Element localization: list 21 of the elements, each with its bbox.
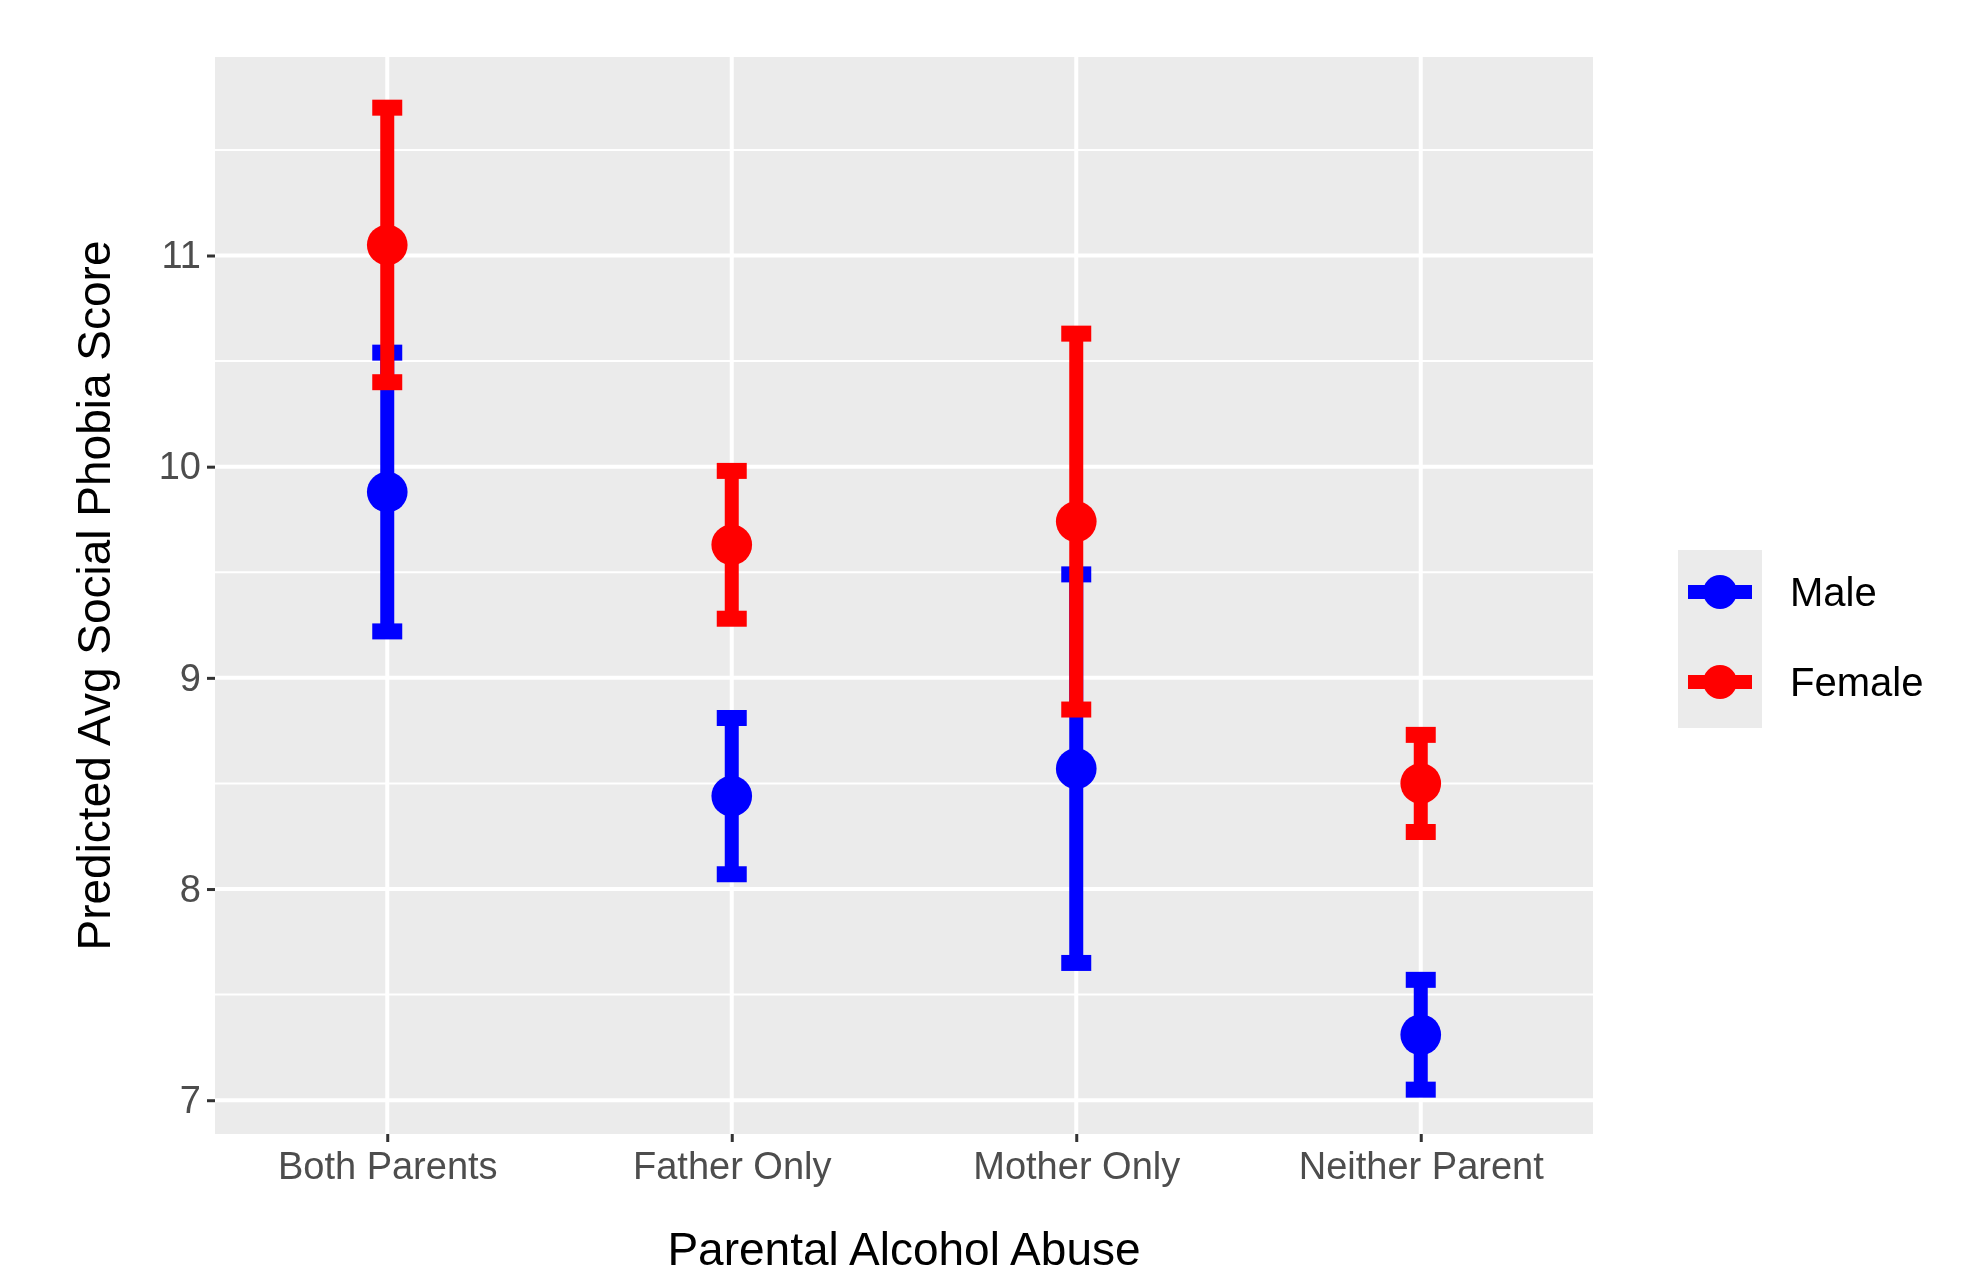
- point: [366, 471, 408, 513]
- y-tick-label: 9: [179, 656, 201, 699]
- point: [711, 775, 753, 817]
- x-tick-label: Father Only: [632, 1144, 832, 1187]
- point: [1400, 763, 1442, 804]
- legend-label: Female: [1790, 660, 1924, 704]
- legend-label: Male: [1790, 570, 1877, 614]
- y-axis-title: Predicted Avg Social Phobia Score: [68, 240, 120, 951]
- x-tick-label: Neither Parent: [1298, 1144, 1545, 1187]
- y-tick-label: 11: [161, 234, 201, 277]
- y-tick-label: 7: [179, 1078, 201, 1121]
- x-tick-label: Mother Only: [973, 1144, 1181, 1187]
- y-tick-label: 8: [179, 867, 201, 910]
- point: [1400, 1014, 1442, 1056]
- y-tick-label: 10: [158, 445, 201, 488]
- point: [1055, 748, 1097, 789]
- point: [366, 224, 408, 266]
- x-axis-title: Parental Alcohol Abuse: [667, 1223, 1141, 1272]
- point: [711, 524, 753, 566]
- x-tick-label: Both Parents: [277, 1144, 498, 1187]
- point: [1055, 501, 1097, 542]
